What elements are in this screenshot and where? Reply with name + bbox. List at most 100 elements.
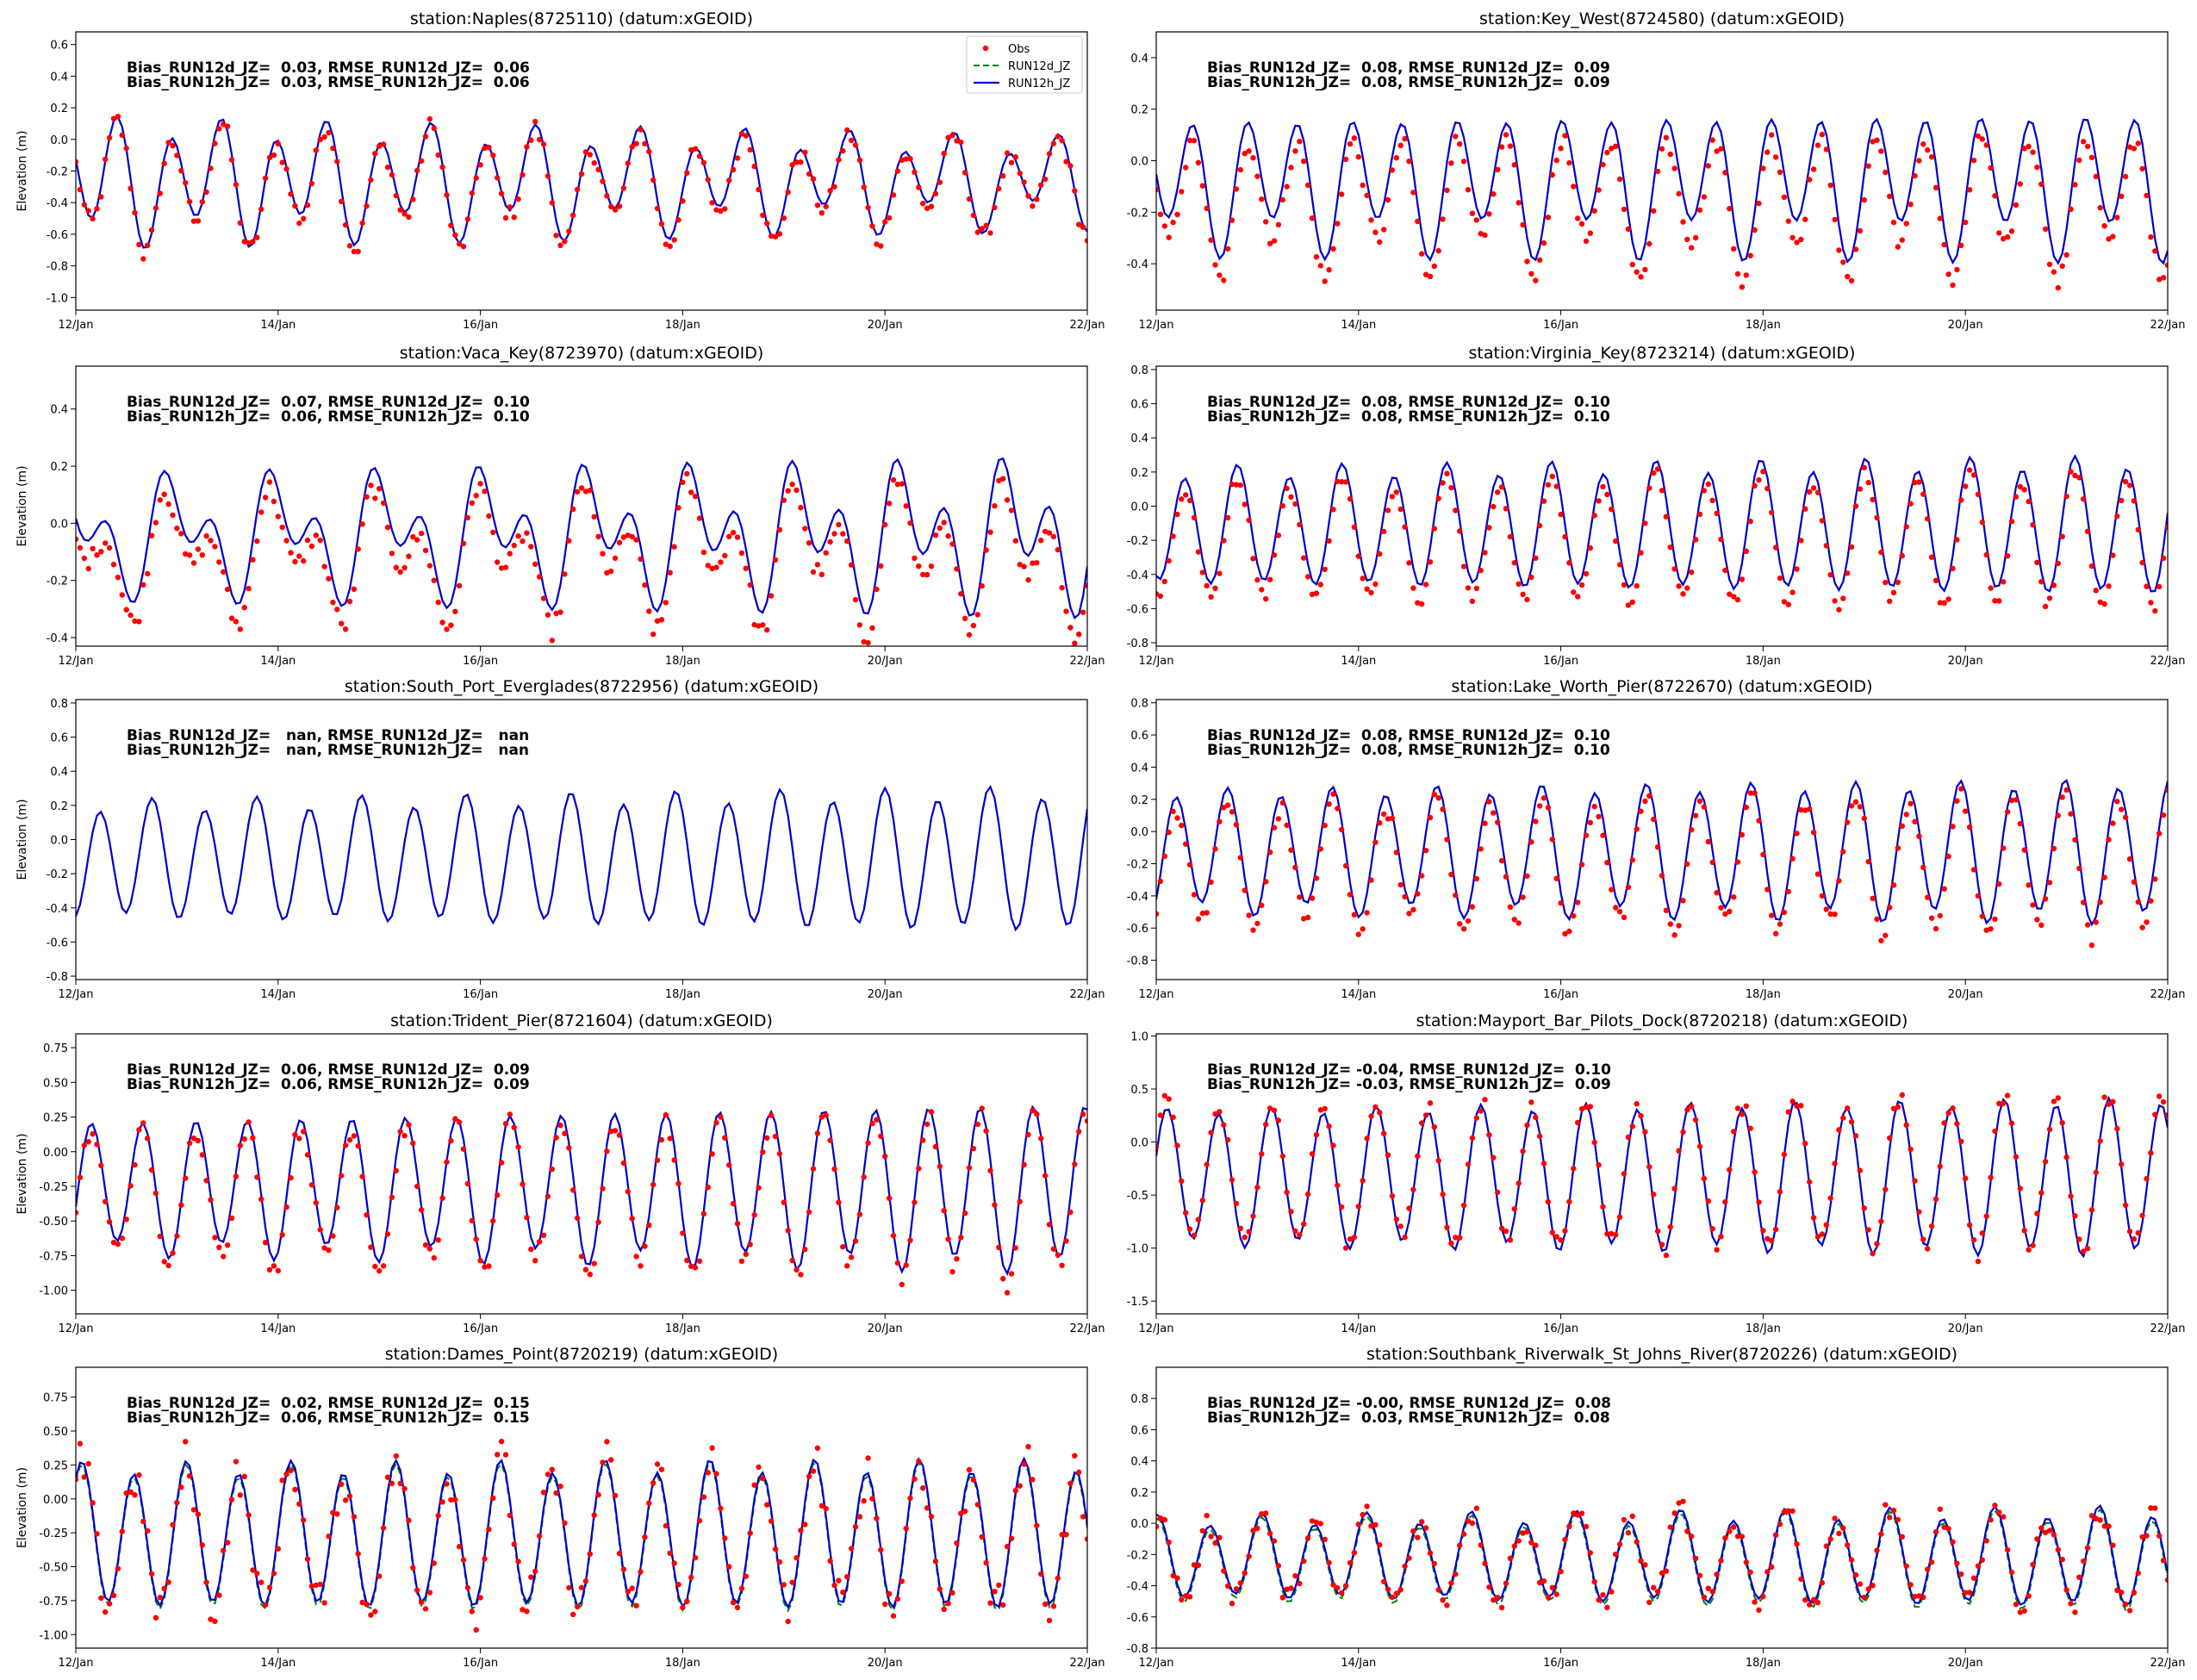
obs-point — [1954, 266, 1960, 273]
obs-point — [557, 1484, 563, 1490]
obs-point — [1195, 549, 1202, 555]
obs-point — [1427, 814, 1434, 821]
obs-point — [987, 1600, 993, 1606]
y-tick-label: 0.4 — [1130, 1456, 1148, 1469]
obs-point — [705, 563, 711, 569]
obs-point — [1191, 1232, 1198, 1239]
obs-point — [979, 1534, 985, 1540]
obs-point — [237, 1142, 243, 1148]
obs-point — [848, 137, 855, 144]
obs-point — [1945, 1110, 1951, 1117]
obs-point — [2042, 1529, 2049, 1536]
obs-point — [1596, 187, 1602, 193]
obs-point — [1279, 1595, 1286, 1601]
obs-point — [962, 170, 968, 176]
obs-point — [1435, 495, 1441, 501]
obs-point — [608, 1457, 614, 1463]
obs-point — [1263, 596, 1269, 602]
obs-point — [321, 134, 327, 140]
obs-point — [865, 204, 871, 211]
obs-point — [1663, 1568, 1670, 1574]
obs-point — [1368, 589, 1374, 596]
obs-point — [145, 1136, 151, 1142]
obs-point — [751, 1482, 757, 1488]
obs-point — [1355, 153, 1362, 160]
obs-point — [1342, 156, 1349, 163]
obs-point — [2110, 233, 2116, 240]
series-run12h-jz-line — [76, 115, 1087, 249]
obs-point — [283, 538, 289, 544]
y-tick-label: -0.2 — [47, 166, 68, 179]
obs-point — [1916, 479, 1922, 485]
obs-point — [1671, 566, 1677, 572]
obs-point — [1578, 1105, 1585, 1112]
obs-point — [1878, 549, 1884, 556]
obs-point — [1297, 1232, 1303, 1238]
obs-point — [1621, 582, 1628, 588]
obs-point — [2135, 1570, 2141, 1577]
obs-point — [1785, 601, 1791, 607]
obs-point — [764, 627, 770, 633]
obs-point — [1415, 218, 1421, 225]
obs-point — [1802, 1596, 1808, 1603]
obs-point — [94, 552, 100, 558]
obs-point — [629, 144, 635, 150]
obs-point — [1798, 1576, 1804, 1583]
obs-point — [1689, 1534, 1695, 1540]
obs-point — [1827, 1536, 1833, 1542]
obs-point — [684, 1598, 690, 1604]
obs-point — [1309, 895, 1316, 901]
obs-point — [1063, 1532, 1069, 1538]
obs-point — [612, 1128, 619, 1134]
obs-point — [1671, 1510, 1677, 1516]
obs-point — [1870, 496, 1876, 503]
obs-point — [2131, 498, 2138, 504]
obs-point — [979, 1105, 985, 1111]
obs-point — [2001, 1100, 2007, 1106]
x-tick-label: 16/Jan — [463, 1657, 498, 1670]
obs-point — [1832, 216, 1838, 223]
obs-point — [949, 1590, 955, 1596]
obs-point — [1925, 894, 1931, 900]
obs-point — [389, 171, 395, 178]
stats-annotation: Bias_RUN12h_JZ= -0.03, RMSE_RUN12h_JZ= 0… — [1207, 1076, 1611, 1093]
obs-point — [258, 1579, 265, 1585]
obs-point — [2139, 1212, 2145, 1219]
obs-point — [2051, 1098, 2057, 1104]
obs-point — [397, 1129, 403, 1135]
obs-point — [241, 239, 247, 245]
obs-point — [1600, 161, 1606, 168]
obs-point — [1385, 196, 1391, 203]
obs-point — [178, 531, 184, 537]
obs-point — [1810, 830, 1817, 836]
obs-point — [1890, 589, 1897, 595]
obs-point — [460, 1557, 467, 1563]
obs-point — [1017, 170, 1023, 177]
obs-point — [1533, 818, 1539, 824]
obs-point — [747, 1241, 753, 1248]
obs-point — [1659, 1570, 1665, 1577]
obs-point — [1836, 878, 1842, 884]
obs-point — [1025, 576, 1031, 583]
obs-point — [1836, 607, 1842, 613]
obs-point — [2081, 1248, 2087, 1254]
obs-point — [638, 1569, 644, 1575]
obs-point — [1368, 217, 1374, 223]
obs-point — [532, 118, 538, 125]
x-tick-label: 22/Jan — [2150, 988, 2186, 1001]
obs-point — [1908, 800, 1914, 806]
obs-point — [1689, 569, 1695, 576]
obs-point — [1415, 891, 1421, 897]
obs-point — [1912, 1178, 1918, 1184]
obs-point — [663, 1111, 669, 1118]
obs-point — [1646, 1164, 1652, 1170]
obs-point — [279, 1478, 285, 1484]
obs-point — [1381, 227, 1387, 233]
obs-point — [604, 193, 610, 199]
obs-point — [524, 530, 530, 536]
stats-annotation: Bias_RUN12d_JZ= 0.03, RMSE_RUN12d_JZ= 0.… — [127, 59, 530, 77]
obs-point — [789, 481, 795, 488]
obs-point — [1271, 824, 1278, 831]
obs-point — [1764, 149, 1771, 155]
obs-point — [2160, 1098, 2167, 1105]
